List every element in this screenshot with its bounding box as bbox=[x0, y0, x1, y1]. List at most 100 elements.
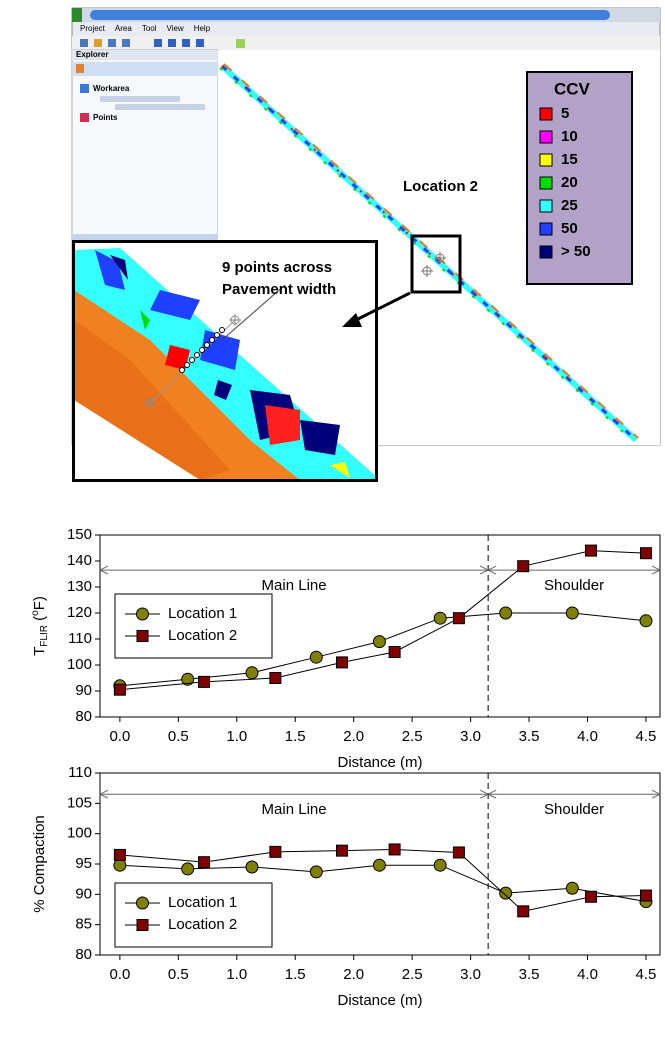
y-tick-label: 120 bbox=[67, 604, 92, 621]
inset-label: Pavement width bbox=[222, 281, 336, 298]
y-tick-label: 100 bbox=[67, 825, 92, 842]
workarea-icon bbox=[80, 84, 89, 93]
explorer-item: Points bbox=[93, 113, 118, 122]
ccv-swatch bbox=[540, 154, 552, 166]
marker bbox=[586, 545, 597, 556]
marker bbox=[270, 673, 281, 684]
x-tick-label: 0.5 bbox=[168, 728, 189, 745]
app-icon bbox=[72, 8, 82, 22]
y-axis-label-part: FLIR bbox=[39, 625, 50, 647]
ccv-label: > 50 bbox=[561, 243, 591, 260]
marker bbox=[199, 676, 210, 687]
x-tick-label: 0.0 bbox=[109, 728, 130, 745]
menu-item: Area bbox=[115, 24, 132, 33]
marker bbox=[310, 866, 322, 878]
marker bbox=[114, 684, 125, 695]
x-tick-label: 2.0 bbox=[343, 728, 364, 745]
y-axis-label-part: % Compaction bbox=[31, 815, 48, 913]
x-tick-label: 1.0 bbox=[226, 966, 247, 983]
annotation-label: Shoulder bbox=[544, 577, 604, 594]
figure: ProjectAreaToolViewHelp Explorer Workare… bbox=[0, 0, 665, 1055]
x-tick-label: 1.5 bbox=[285, 966, 306, 983]
y-tick-label: 110 bbox=[68, 630, 92, 647]
ccv-swatch bbox=[540, 177, 552, 189]
marker bbox=[518, 561, 529, 572]
marker bbox=[640, 548, 651, 559]
x-tick-label: 0.0 bbox=[109, 966, 130, 983]
marker bbox=[389, 844, 400, 855]
marker bbox=[500, 607, 512, 619]
marker bbox=[310, 651, 322, 663]
x-tick-label: 1.0 bbox=[226, 728, 247, 745]
location-label: Location 2 bbox=[403, 178, 478, 195]
inset: 9 points across Pavement width bbox=[72, 240, 410, 482]
legend-label: Location 2 bbox=[168, 627, 237, 644]
x-tick-label: 4.0 bbox=[577, 966, 598, 983]
marker bbox=[373, 859, 385, 871]
marker bbox=[640, 890, 651, 901]
marker bbox=[337, 845, 348, 856]
marker bbox=[137, 631, 148, 642]
marker bbox=[246, 861, 258, 873]
marker bbox=[137, 920, 148, 931]
x-tick-label: 4.5 bbox=[636, 966, 657, 983]
marker bbox=[453, 847, 464, 858]
y-tick-label: 110 bbox=[68, 764, 92, 781]
y-tick-label: 130 bbox=[67, 578, 92, 595]
legend: Location 1 Location 2 bbox=[115, 594, 272, 658]
y-tick-label: 80 bbox=[75, 708, 92, 725]
marker bbox=[586, 891, 597, 902]
marker bbox=[137, 608, 149, 620]
legend-label: Location 1 bbox=[168, 894, 237, 911]
marker bbox=[453, 613, 464, 624]
ccv-swatch bbox=[540, 246, 552, 258]
y-axis-label: % Compaction bbox=[31, 815, 48, 913]
ccv-label: 50 bbox=[561, 220, 578, 237]
marker bbox=[137, 897, 149, 909]
marker bbox=[518, 906, 529, 917]
y-axis-label-part: T bbox=[31, 647, 48, 656]
marker bbox=[199, 857, 210, 868]
menu-item: View bbox=[167, 24, 184, 33]
x-tick-label: 3.5 bbox=[519, 728, 540, 745]
ccv-label: 5 bbox=[561, 105, 569, 122]
legend-label: Location 1 bbox=[168, 605, 237, 622]
marker bbox=[373, 636, 385, 648]
y-tick-label: 105 bbox=[67, 794, 92, 811]
annotation-label: Main Line bbox=[262, 577, 327, 594]
y-axis-label: TFLIR (oF) bbox=[30, 596, 50, 656]
ccv-swatch bbox=[540, 200, 552, 212]
marker bbox=[182, 863, 194, 875]
x-tick-label: 3.0 bbox=[460, 728, 481, 745]
marker bbox=[566, 882, 578, 894]
marker bbox=[434, 612, 446, 624]
annotation-label: Shoulder bbox=[544, 801, 604, 818]
y-tick-label: 95 bbox=[75, 855, 92, 872]
y-tick-label: 90 bbox=[75, 682, 92, 699]
marker bbox=[640, 615, 652, 627]
y-tick-label: 150 bbox=[67, 526, 92, 543]
x-tick-label: 2.5 bbox=[402, 728, 423, 745]
points-icon bbox=[80, 113, 89, 122]
marker bbox=[500, 887, 512, 899]
menu-item: Project bbox=[80, 24, 106, 33]
ccv-label: 25 bbox=[561, 197, 578, 214]
y-tick-label: 140 bbox=[67, 552, 92, 569]
marker bbox=[270, 846, 281, 857]
marker bbox=[114, 859, 126, 871]
tree-item bbox=[100, 96, 180, 102]
ccv-swatch bbox=[540, 131, 552, 143]
annotation-label: Main Line bbox=[262, 801, 327, 818]
inset-label: 9 points across bbox=[222, 259, 332, 276]
x-tick-label: 2.0 bbox=[343, 966, 364, 983]
x-tick-label: 4.5 bbox=[636, 728, 657, 745]
marker bbox=[434, 859, 446, 871]
ccv-swatch bbox=[540, 223, 552, 235]
marker bbox=[566, 607, 578, 619]
y-tick-label: 90 bbox=[75, 885, 92, 902]
title-bar-fill bbox=[90, 10, 610, 20]
ccv-label: 20 bbox=[561, 174, 578, 191]
ccv-legend-title: CCV bbox=[554, 79, 591, 98]
